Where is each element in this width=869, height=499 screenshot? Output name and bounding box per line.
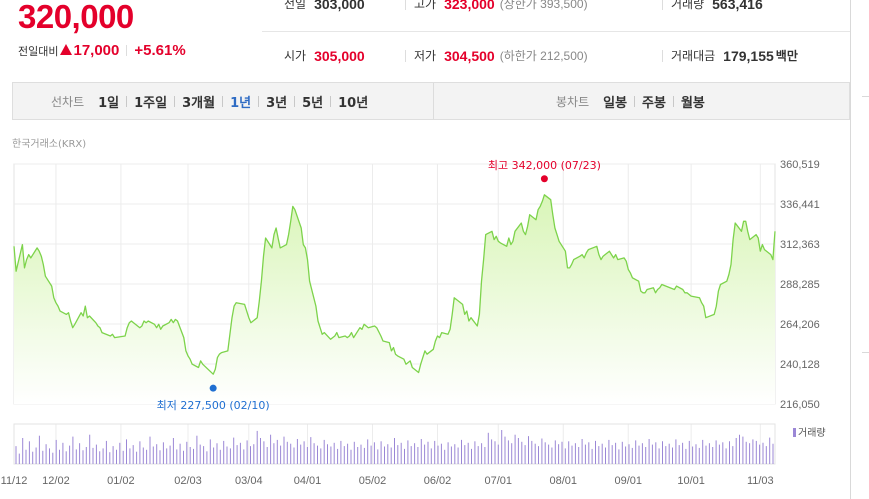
x-tick-label: 05/02 <box>359 475 387 487</box>
current-price: 320,000 <box>18 0 134 35</box>
open-cell: 시가 305,000 <box>284 47 365 64</box>
high-value: 323,000 <box>444 0 495 12</box>
y-tick-label: 288,285 <box>780 279 820 291</box>
x-tick-label: 03/04 <box>235 475 263 487</box>
panel-border-tick <box>862 96 869 97</box>
price-change-row: 전일대비 17,000 +5.61% <box>18 42 186 59</box>
y-tick-label: 264,206 <box>780 319 820 331</box>
low-marker <box>209 384 217 392</box>
divider <box>672 95 674 107</box>
high-annotation: 최고 342,000 (07/23) <box>488 159 601 172</box>
y-tick-label: 336,441 <box>780 199 820 211</box>
x-tick-label: 06/02 <box>424 475 452 487</box>
low-label: 저가 <box>414 49 437 63</box>
volume-value: 563,416 <box>712 0 763 12</box>
line-chart-label: 선차트 <box>51 94 85 109</box>
high-marker <box>540 175 548 183</box>
upper-limit: (상한가 393,500) <box>499 0 588 11</box>
divider <box>405 0 406 10</box>
toolbar-divider <box>433 83 434 119</box>
y-tick-label: 240,128 <box>780 359 820 371</box>
low-cell: 저가 304,500 (하한가 212,500) <box>405 47 588 64</box>
divider <box>126 45 128 56</box>
x-tick-label: 11/03 <box>747 475 774 487</box>
x-tick-label: 12/02 <box>42 475 70 487</box>
x-tick-label: 02/03 <box>174 475 202 487</box>
divider <box>258 95 260 107</box>
amount-unit: 백만 <box>775 49 798 63</box>
amount-label: 거래대금 <box>671 49 716 63</box>
divider <box>222 95 224 107</box>
volume-cell: 거래량 563,416 <box>662 0 763 12</box>
price-summary: 전일 303,000 고가 323,000 (상한가 393,500) 거래량 … <box>262 0 850 72</box>
candle-weekly-button[interactable]: 주봉 <box>642 95 666 111</box>
period-3y-button[interactable]: 3년 <box>266 95 288 111</box>
amount-cell: 거래대금 179,155 백만 <box>662 47 798 64</box>
low-annotation: 최저 227,500 (02/10) <box>157 399 270 412</box>
price-line <box>13 194 776 375</box>
candle-chart-options: 봉차트 일봉 주봉 월봉 <box>556 83 705 119</box>
candle-chart-label: 봉차트 <box>556 94 590 109</box>
divider <box>634 95 636 107</box>
period-1d-button[interactable]: 1일 <box>98 95 120 111</box>
prev-close-label: 전일 <box>284 0 307 11</box>
y-tick-label: 360,519 <box>780 159 820 171</box>
x-tick-label: 07/01 <box>485 475 513 487</box>
summary-divider <box>262 31 850 32</box>
low-value: 304,500 <box>444 47 495 64</box>
divider <box>174 95 176 107</box>
x-tick-label: 08/01 <box>549 475 577 487</box>
prev-close-value: 303,000 <box>314 0 365 12</box>
y-tick-label: 216,050 <box>780 399 820 411</box>
x-tick-label: 09/01 <box>614 475 642 487</box>
prev-close-cell: 전일 303,000 <box>284 0 365 12</box>
change-value: 17,000 <box>73 42 120 59</box>
chart-toolbar: 선차트 1일 1주일 3개월 1년 3년 5년 10년 봉차트 일봉 주봉 월봉 <box>12 82 850 120</box>
x-tick-label: 11/12 <box>1 475 28 487</box>
divider <box>330 95 332 107</box>
candle-daily-button[interactable]: 일봉 <box>603 95 628 111</box>
period-1w-button[interactable]: 1주일 <box>134 95 168 111</box>
x-tick-label: 01/02 <box>107 475 135 487</box>
volume-legend-swatch <box>793 428 796 437</box>
volume-legend: 거래량 <box>798 427 826 439</box>
lower-limit: (하한가 212,500) <box>499 49 588 63</box>
amount-value: 179,155 <box>723 47 774 64</box>
panel-border-tick <box>862 352 869 353</box>
high-cell: 고가 323,000 (상한가 393,500) <box>405 0 588 12</box>
open-label: 시가 <box>284 49 307 63</box>
divider <box>294 95 296 107</box>
x-tick-label: 04/01 <box>294 475 322 487</box>
price-chart: 360,519 336,441 312,363 288,285 264,206 240,1… <box>1 159 826 487</box>
divider <box>662 49 663 62</box>
period-10y-button[interactable]: 10년 <box>338 95 369 111</box>
candle-monthly-button[interactable]: 월봉 <box>680 95 705 111</box>
change-label: 전일대비 <box>18 44 59 58</box>
change-percent: +5.61% <box>134 42 186 59</box>
divider <box>405 49 406 62</box>
period-1y-button[interactable]: 1년 <box>230 95 252 111</box>
line-chart-options: 선차트 1일 1주일 3개월 1년 3년 5년 10년 <box>51 83 368 119</box>
y-tick-label: 312,363 <box>780 239 820 251</box>
panel-border <box>850 0 851 499</box>
x-tick-label: 10/01 <box>677 475 705 487</box>
divider <box>126 95 128 107</box>
divider <box>662 0 663 10</box>
open-value: 305,000 <box>314 47 365 64</box>
data-source-label: 한국거래소(KRX) <box>12 139 87 150</box>
price-area <box>14 194 775 404</box>
price-block: 320,000 전일대비 17,000 +5.61% <box>18 0 258 72</box>
up-triangle-icon <box>60 44 73 55</box>
volume-label: 거래량 <box>671 0 705 11</box>
high-label: 고가 <box>414 0 437 11</box>
period-5y-button[interactable]: 5년 <box>302 95 324 111</box>
period-3m-button[interactable]: 3개월 <box>182 95 216 111</box>
